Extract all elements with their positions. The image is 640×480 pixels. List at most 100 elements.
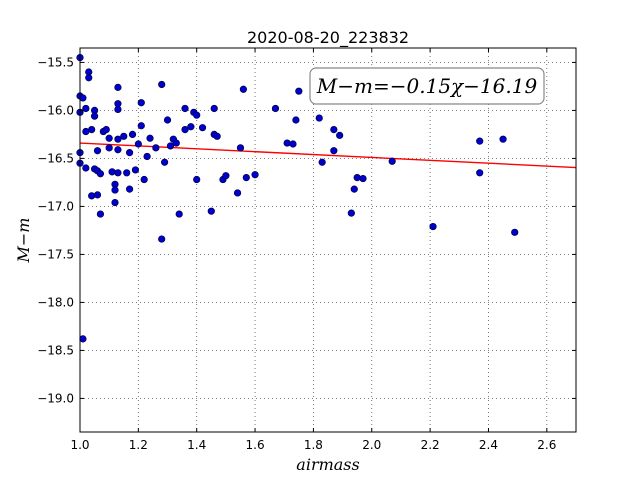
data-point [295, 87, 303, 95]
data-point [330, 126, 338, 134]
data-point [233, 189, 242, 197]
data-point [126, 185, 134, 193]
x-tick-label: 1.4 [187, 438, 206, 452]
y-tick-label: −15.5 [37, 55, 74, 69]
data-point [181, 104, 189, 113]
data-point [146, 134, 154, 142]
data-point [236, 144, 245, 152]
data-point [239, 85, 247, 93]
data-point [336, 131, 344, 139]
data-point [283, 139, 291, 147]
data-point [207, 207, 215, 215]
data-point [511, 228, 519, 236]
data-point [499, 135, 507, 143]
data-point [181, 126, 189, 134]
plot-background [80, 48, 576, 432]
data-point [88, 126, 96, 134]
plot-frame [79, 47, 577, 433]
data-point [242, 174, 250, 182]
data-point [105, 134, 113, 142]
x-tick-label: 1.0 [70, 438, 89, 452]
data-point [161, 158, 169, 166]
data-point [175, 210, 183, 218]
data-point [163, 116, 172, 124]
y-tick-label: −16.0 [37, 103, 74, 117]
grid [80, 48, 576, 432]
data-point [105, 144, 113, 152]
data-point [137, 122, 145, 130]
data-point [96, 170, 105, 178]
data-point [93, 191, 102, 199]
data-point [347, 209, 355, 217]
data-point [114, 146, 122, 154]
data-point [93, 147, 102, 155]
data-point [193, 111, 201, 119]
data-point [292, 116, 300, 124]
data-point [111, 198, 119, 207]
chart-title: 2020-08-20_223832 [247, 28, 409, 48]
data-point [114, 83, 122, 91]
y-tick-label: −16.5 [37, 151, 74, 165]
data-point [271, 104, 280, 113]
data-point [388, 157, 396, 165]
y-axis-label: M−m [14, 218, 33, 264]
data-point [166, 142, 175, 150]
data-point [102, 126, 110, 134]
data-point [126, 149, 134, 157]
data-point [222, 172, 230, 180]
fit-annotation: M−m=−0.15χ−16.19 [309, 67, 545, 105]
y-tick-label: −19.0 [37, 391, 74, 405]
x-tick-label: 1.6 [246, 438, 265, 452]
fit-line [79, 142, 577, 169]
data-point [79, 335, 87, 343]
data-point [429, 222, 437, 231]
data-point [128, 130, 137, 138]
data-point [137, 99, 145, 107]
data-point [111, 186, 119, 194]
data-point [198, 124, 207, 132]
data-point [114, 105, 122, 114]
data-point [82, 104, 90, 113]
data-point [315, 114, 323, 122]
data-point [172, 139, 180, 147]
data-point [251, 171, 259, 179]
data-point [120, 132, 128, 140]
x-tick-label: 1.8 [304, 438, 323, 452]
data-point [85, 74, 93, 82]
x-tick-label: 2.2 [421, 438, 440, 452]
data-point [359, 174, 367, 183]
data-point [152, 144, 160, 152]
y-tick-label: −18.5 [37, 343, 74, 357]
data-point [330, 147, 338, 155]
x-tick-label: 1.2 [129, 438, 148, 452]
data-point [187, 123, 195, 131]
data-point [82, 164, 90, 172]
data-point [90, 112, 99, 120]
data-point [318, 158, 326, 166]
data-point [88, 192, 96, 200]
x-tick-label: 2.0 [362, 438, 381, 452]
y-tick-label: −18.0 [37, 295, 74, 309]
data-point [114, 169, 122, 177]
data-point [476, 137, 484, 145]
data-point [158, 80, 166, 89]
x-axis-label: airmass [296, 455, 359, 474]
annotation-box [309, 67, 545, 105]
data-point [134, 140, 142, 148]
data-point [193, 175, 201, 184]
data-point [476, 169, 484, 177]
plot-area: 1.0 1.2 1.4 1.6 1.8 2.0 2.2 2.4 2.6 −15.5 −16.0 −16… [37, 47, 577, 452]
data-point [353, 174, 361, 182]
data-point [114, 135, 122, 143]
axis-ticks: 1.0 1.2 1.4 1.6 1.8 2.0 2.2 2.4 2.6 −15.5 −16.0 −16… [37, 48, 576, 452]
data-point [289, 140, 297, 148]
x-tick-label: 2.4 [479, 438, 498, 452]
x-tick-label: 2.6 [537, 438, 556, 452]
y-tick-label: −17.0 [37, 199, 74, 213]
data-point [158, 235, 166, 243]
data-point [143, 152, 151, 161]
data-point [123, 169, 131, 177]
annotation-text: M−m=−0.15χ−16.19 [316, 74, 538, 98]
data-points [76, 53, 519, 343]
data-point [79, 94, 87, 102]
